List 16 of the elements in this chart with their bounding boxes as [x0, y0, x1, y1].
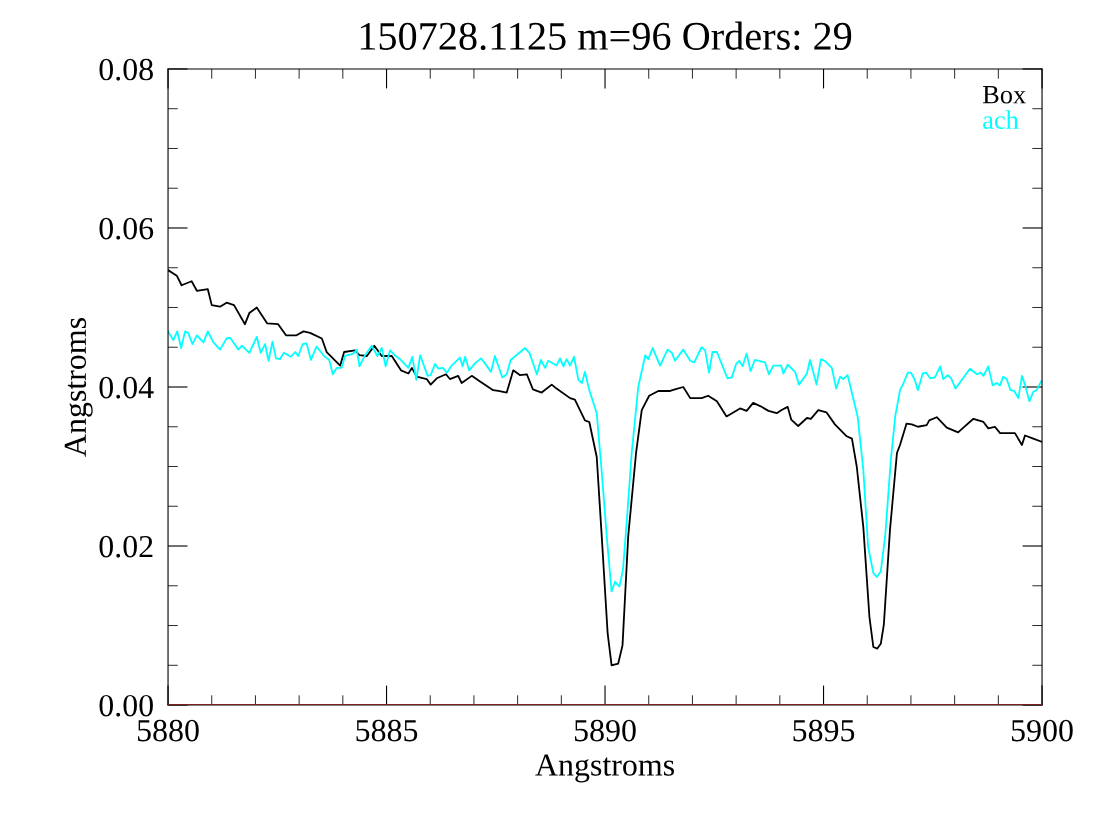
y-tick-label: 0.04 — [99, 376, 154, 399]
y-tick-label: 0.08 — [99, 58, 153, 81]
x-tick-label: 5880 — [137, 719, 199, 742]
legend-label: Box — [982, 85, 1026, 104]
y-tick-label: 0.00 — [99, 694, 153, 717]
y-axis-title: Angstroms — [64, 318, 93, 457]
line-series — [168, 330, 1043, 593]
text: ach — [983, 110, 1019, 129]
x-tick-label: 5900 — [1011, 719, 1073, 742]
x-tick-label: 5890 — [574, 719, 636, 742]
x-tick-label: 5885 — [356, 719, 418, 742]
chart-title: 150728.1125 m=96 Orders: 29 — [360, 21, 852, 51]
y-tick-label: 0.02 — [99, 535, 153, 558]
x-tick-label: 5895 — [793, 719, 855, 742]
x-axis-title: Angstroms — [535, 754, 674, 783]
y-tick-label: 0.06 — [99, 217, 154, 240]
